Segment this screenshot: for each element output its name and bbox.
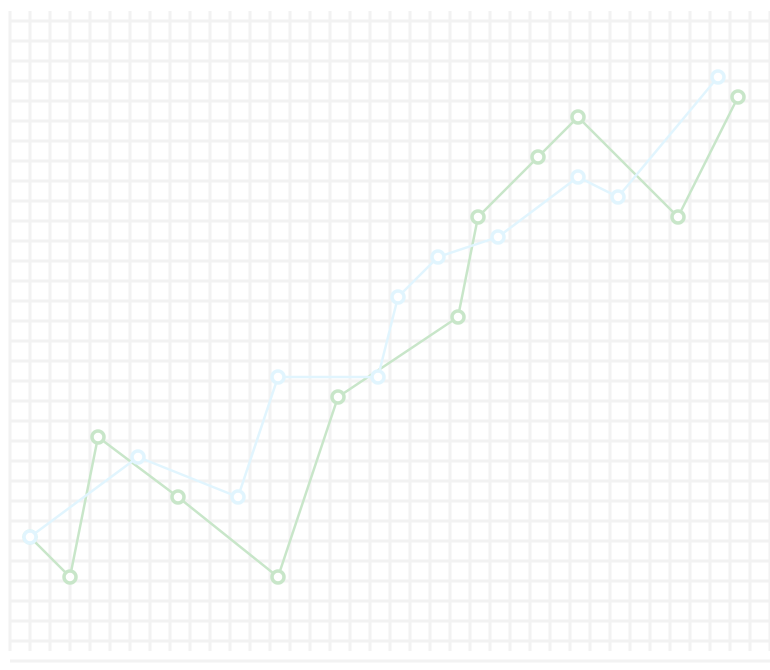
series-1	[22, 89, 746, 585]
series-2-point-3	[230, 489, 246, 505]
series-2-point-9	[570, 169, 586, 185]
series-1-point-12	[730, 89, 746, 105]
series-2-line	[29, 76, 719, 539]
series-2-point-7	[430, 249, 446, 265]
series-group	[22, 69, 746, 585]
series-2	[22, 69, 726, 545]
series-2-point-10	[610, 189, 626, 205]
series-2-point-11	[710, 69, 726, 85]
series-1-point-2	[62, 569, 78, 585]
series-2-point-6	[390, 289, 406, 305]
series-1-point-8	[470, 209, 486, 225]
series-1-point-9	[530, 149, 546, 165]
series-2-point-2	[130, 449, 146, 465]
series-1-point-10	[570, 109, 586, 125]
series-1-line	[29, 96, 740, 579]
series-2-point-4	[270, 369, 286, 385]
series-2-point-1	[22, 529, 38, 545]
series-1-point-4	[170, 489, 186, 505]
series-1-point-11	[670, 209, 686, 225]
series-1-point-3	[90, 429, 106, 445]
series-1-point-5	[270, 569, 286, 585]
grid	[8, 11, 770, 663]
series-2-point-5	[370, 369, 386, 385]
series-1-point-7	[450, 309, 466, 325]
series-2-point-8	[490, 229, 506, 245]
series-1-point-6	[330, 389, 346, 405]
